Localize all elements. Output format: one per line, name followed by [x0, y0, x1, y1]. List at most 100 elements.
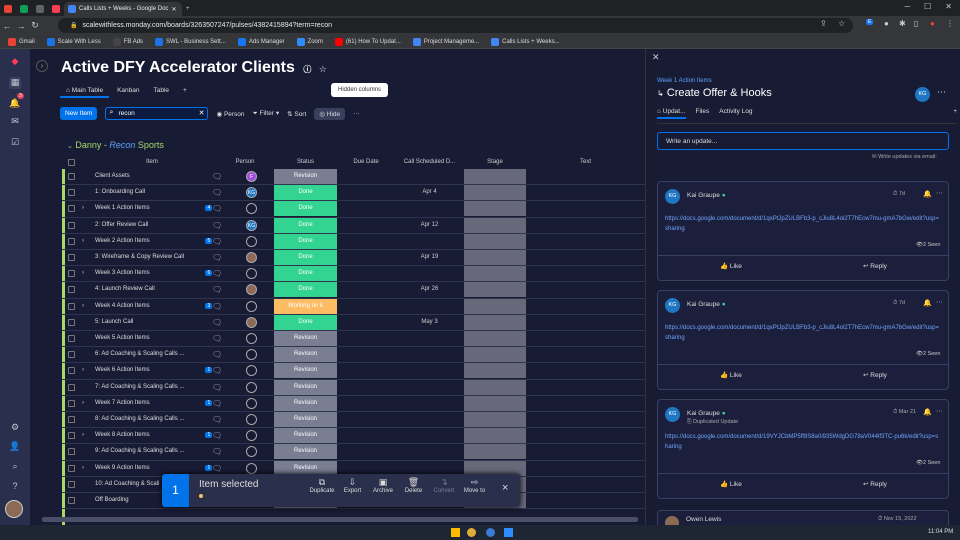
table-row[interactable]: 7: Ad Coaching & Scaling Calls ... 🗨 Revis…: [62, 379, 645, 396]
conversation-icon[interactable]: 🗨: [212, 350, 223, 360]
bell-icon[interactable]: 🔔: [923, 409, 932, 416]
tab-kanban[interactable]: Kanban: [117, 87, 140, 94]
item-name[interactable]: Week 1 Action Items: [95, 205, 150, 212]
like-button[interactable]: 👍 Like: [720, 481, 742, 488]
subitem-count-badge[interactable]: 4: [205, 205, 213, 212]
panel-breadcrumb[interactable]: Week 1 Action Items: [657, 78, 712, 84]
stage-cell[interactable]: [464, 217, 526, 233]
chrome-taskbar-icon[interactable]: [467, 528, 476, 537]
status-badge[interactable]: Revision: [274, 347, 337, 363]
close-panel-icon[interactable]: ✕: [652, 52, 660, 62]
update-link[interactable]: https://docs.google.com/document/d/19VYJ…: [665, 434, 939, 450]
panel-title[interactable]: ↳ Create Offer & Hooks: [657, 87, 772, 99]
row-checkbox[interactable]: [68, 448, 75, 456]
expand-chevron-icon[interactable]: ›: [82, 432, 84, 439]
table-row[interactable]: › Week 6 Action Items 1 🗨 Revision: [62, 363, 645, 380]
tab-files[interactable]: Files: [695, 108, 710, 115]
call-scheduled-date[interactable]: [395, 234, 464, 249]
like-button[interactable]: 👍 Like: [720, 372, 742, 379]
status-badge[interactable]: Revision: [274, 379, 337, 395]
conversation-icon[interactable]: 🗨: [212, 269, 223, 279]
minimize-icon[interactable]: ─: [904, 2, 911, 11]
conversation-icon[interactable]: 🗨: [212, 172, 223, 181]
bookmark-item[interactable]: Gmail: [8, 37, 35, 46]
status-badge[interactable]: Done: [274, 282, 337, 298]
row-checkbox[interactable]: [68, 399, 75, 407]
search-icon[interactable]: ⌕: [12, 461, 18, 471]
item-name[interactable]: Week 4 Action Items: [95, 302, 150, 309]
item-name[interactable]: 2: Offer Review Call: [95, 221, 149, 228]
status-badge[interactable]: Revision: [274, 428, 337, 444]
table-row[interactable]: › Week 1 Action Items 4 🗨 Done: [62, 201, 645, 218]
update-link[interactable]: https://docs.google.com/document/d/1qxPt…: [665, 216, 939, 232]
url-field[interactable]: 🔒 scalewithless.monday.com/boards/326350…: [58, 18, 853, 33]
row-checkbox[interactable]: [68, 318, 75, 326]
my-work-icon[interactable]: ☑: [10, 137, 20, 147]
row-checkbox[interactable]: [68, 189, 75, 197]
conversation-icon[interactable]: 🗨: [212, 220, 223, 230]
status-badge[interactable]: Revision: [274, 395, 337, 411]
row-checkbox[interactable]: [68, 416, 75, 423]
tab-activity-log[interactable]: Activity Log: [719, 108, 753, 115]
conversation-icon[interactable]: 🗨: [212, 334, 223, 343]
stage-cell[interactable]: [464, 412, 526, 427]
stage-cell[interactable]: [464, 314, 526, 330]
call-scheduled-date[interactable]: [395, 412, 464, 427]
app-icon[interactable]: [486, 528, 495, 537]
table-row[interactable]: › Week 4 Action Items 3 🗨 Working on it: [62, 298, 645, 315]
conversation-icon[interactable]: 🗨: [212, 188, 223, 198]
stage-cell[interactable]: [464, 379, 526, 395]
item-name[interactable]: Client Assets: [95, 173, 130, 179]
table-row[interactable]: › Week 7 Action Items 1 🗨 Revision: [62, 395, 645, 412]
extension-icon[interactable]: ●: [884, 19, 889, 28]
bookmark-item[interactable]: Ads Manager: [237, 37, 285, 46]
col-due-date[interactable]: Due Date: [353, 159, 379, 165]
row-checkbox[interactable]: [68, 367, 75, 375]
stage-cell[interactable]: [464, 428, 526, 444]
person-avatar-icon[interactable]: [246, 203, 257, 215]
more-button[interactable]: ···: [353, 110, 360, 117]
sidepanel-icon[interactable]: ▯: [914, 19, 919, 28]
group-title[interactable]: ⌄ Danny - Recon Sports: [67, 140, 164, 150]
person-avatar-icon[interactable]: [246, 381, 257, 393]
stage-cell[interactable]: [464, 233, 526, 249]
inbox-icon[interactable]: ✉: [11, 116, 19, 126]
status-badge[interactable]: Done: [274, 233, 337, 249]
stage-cell[interactable]: [464, 347, 526, 363]
zoom-taskbar-icon[interactable]: [504, 528, 513, 537]
row-checkbox[interactable]: [68, 286, 75, 294]
bell-icon[interactable]: 🔔: [923, 191, 932, 198]
status-badge[interactable]: Done: [274, 217, 337, 233]
status-badge[interactable]: Done: [274, 250, 337, 265]
item-name[interactable]: Week 6 Action Items: [95, 367, 150, 374]
table-row[interactable]: › Week 2 Action Items 5 🗨 Done: [62, 233, 645, 250]
conversation-icon[interactable]: 🗨: [212, 382, 223, 392]
row-checkbox[interactable]: [68, 205, 75, 213]
call-scheduled-date[interactable]: Apr 12: [420, 221, 439, 228]
panel-avatar[interactable]: KG: [915, 87, 930, 102]
like-button[interactable]: 👍 Like: [720, 263, 742, 270]
call-scheduled-date[interactable]: [395, 169, 464, 184]
bookmark-item[interactable]: Project Manageme...: [412, 37, 479, 46]
table-row[interactable]: Client Assets 🗨 F Revision: [62, 169, 645, 186]
person-avatar-icon[interactable]: [246, 365, 257, 377]
item-name[interactable]: Week 7 Action Items: [95, 399, 150, 406]
col-item[interactable]: Item: [146, 159, 158, 165]
conversation-icon[interactable]: 🗨: [212, 366, 223, 376]
row-checkbox[interactable]: [68, 221, 75, 229]
stage-cell[interactable]: [464, 363, 526, 379]
row-checkbox[interactable]: [68, 351, 75, 359]
stage-cell[interactable]: [464, 185, 526, 201]
row-checkbox[interactable]: [68, 432, 75, 440]
status-badge[interactable]: Revision: [274, 460, 337, 476]
conversation-icon[interactable]: 🗨: [212, 301, 223, 311]
expand-chevron-icon[interactable]: ›: [82, 237, 84, 244]
item-name[interactable]: 7: Ad Coaching & Scaling Calls ...: [95, 383, 185, 390]
subitem-count-badge[interactable]: 6: [205, 270, 213, 277]
conversation-icon[interactable]: 🗨: [212, 431, 223, 441]
add-view-button[interactable]: +: [183, 87, 187, 94]
col-call-scheduled[interactable]: Call Scheduled D...: [403, 159, 456, 165]
panel-more-icon[interactable]: ⋯: [937, 87, 946, 97]
row-checkbox[interactable]: [68, 383, 75, 391]
person-avatar-icon[interactable]: [246, 268, 257, 280]
